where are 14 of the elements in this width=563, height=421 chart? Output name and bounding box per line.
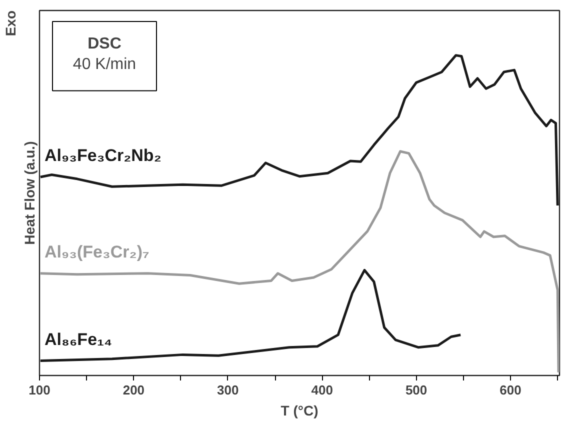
text: Exo <box>2 10 18 36</box>
series-label: Al₈₆Fe₁₄ <box>44 330 112 349</box>
annotation: 40 K/min <box>72 56 136 74</box>
x-tick-label: 600 <box>500 382 522 398</box>
y-axis-title: Heat Flow (a.u.) <box>22 141 38 245</box>
text: DSC <box>88 35 122 52</box>
x-tick-label: 200 <box>122 382 145 398</box>
x-tick-label: 100 <box>28 382 50 398</box>
series-label: Al₉₃(Fe₃Cr₂)₇ <box>44 242 150 262</box>
series-label: Al₉₃Fe₃Cr₂Nb₂ <box>44 146 162 165</box>
x-tick-label: 300 <box>217 382 239 398</box>
x-tick-label: 500 <box>405 382 428 398</box>
x-tick-label: 400 <box>311 382 333 398</box>
x-axis-title: T (°C) <box>280 402 318 418</box>
